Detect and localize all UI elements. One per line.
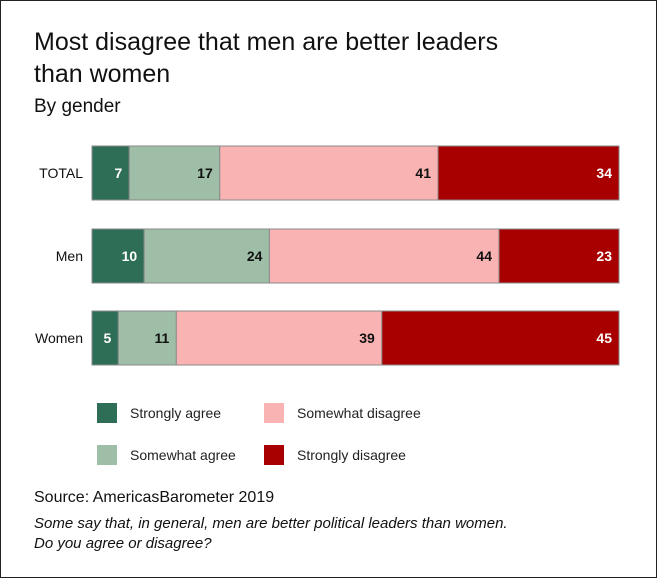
legend-label-2: Somewhat disagree <box>297 405 421 421</box>
value-label-women-series-3: 45 <box>596 330 612 346</box>
chart-title: Most disagree that men are better leader… <box>34 26 594 90</box>
bar-total-series-0 <box>91 145 130 201</box>
chart-subtitle: By gender <box>34 96 121 117</box>
value-label-men-series-3: 23 <box>596 248 612 264</box>
legend-label-0: Strongly agree <box>130 405 221 421</box>
bar-women-series-3 <box>381 310 620 366</box>
stacked-bar-chart: TOTAL 7 17 41 34 Men 10 24 44 23 Women 5 11 39 45 Stron… <box>35 145 620 465</box>
title-line-1: Most disagree that men are better leader… <box>34 28 499 56</box>
bar-women-series-2 <box>175 310 383 366</box>
source-text: Source: AmericasBarometer 2019 <box>34 489 275 506</box>
note-line-2: Do you agree or disagree? <box>34 535 212 552</box>
bar-men-series-3 <box>498 228 620 284</box>
value-label-total-series-3: 34 <box>596 165 612 181</box>
value-label-men-series-2: 44 <box>476 248 492 264</box>
survey-question-note: Some say that, in general, men are bette… <box>34 514 644 554</box>
legend-swatch-1 <box>97 445 117 465</box>
value-label-men-series-1: 24 <box>247 248 263 264</box>
legend-label-1: Somewhat agree <box>130 447 236 463</box>
category-label-women: Women <box>35 330 83 346</box>
value-label-total-series-2: 41 <box>415 165 431 181</box>
legend-label-3: Strongly disagree <box>297 447 406 463</box>
category-label-total: TOTAL <box>39 165 83 181</box>
value-label-women-series-2: 39 <box>359 330 375 346</box>
bar-total-series-3 <box>437 145 620 201</box>
title-line-2: than women <box>34 60 171 88</box>
bar-men-series-1 <box>143 228 270 284</box>
value-label-total-series-0: 7 <box>114 165 122 181</box>
category-label-men: Men <box>56 248 83 264</box>
bar-women-series-1 <box>117 310 177 366</box>
bar-men-series-0 <box>91 228 145 284</box>
bar-men-series-2 <box>268 228 500 284</box>
note-line-1: Some say that, in general, men are bette… <box>34 515 508 532</box>
legend-swatch-0 <box>97 403 117 423</box>
value-label-women-series-0: 5 <box>104 330 112 346</box>
value-label-women-series-1: 11 <box>155 330 170 346</box>
legend-swatch-3 <box>264 445 284 465</box>
legend-swatch-2 <box>264 403 284 423</box>
bar-total-series-2 <box>219 145 439 201</box>
bar-women-series-0 <box>91 310 119 366</box>
value-label-total-series-1: 17 <box>197 165 213 181</box>
value-label-men-series-0: 10 <box>122 248 138 264</box>
